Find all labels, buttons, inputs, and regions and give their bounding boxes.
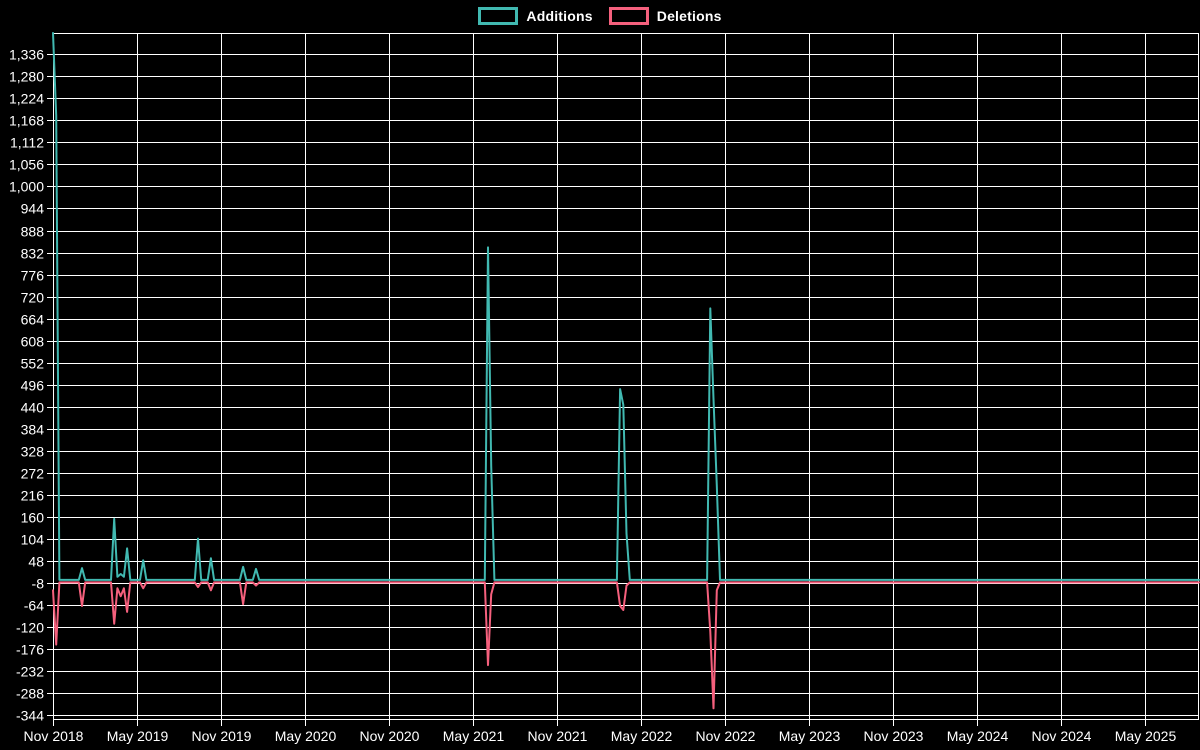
x-tick-label: Nov 2019 bbox=[192, 728, 252, 744]
y-tick-label: -64 bbox=[24, 598, 44, 614]
deletions-line bbox=[52, 581, 1200, 710]
legend-item-deletions[interactable]: Deletions bbox=[608, 7, 722, 25]
y-tick-label: 776 bbox=[21, 268, 45, 284]
x-tick-label: May 2023 bbox=[779, 728, 841, 744]
y-tick-label: 608 bbox=[21, 334, 45, 350]
y-tick-label: 1,280 bbox=[9, 69, 44, 85]
y-tick-label: -344 bbox=[16, 708, 44, 724]
y-tick-label: 272 bbox=[21, 466, 45, 482]
deletions-swatch-icon bbox=[608, 7, 649, 25]
y-tick-label: 832 bbox=[21, 246, 45, 262]
y-tick-label: -120 bbox=[16, 620, 44, 636]
y-tick-label: 328 bbox=[21, 444, 45, 460]
y-tick-label: 888 bbox=[21, 224, 45, 240]
plot-border bbox=[53, 33, 1199, 720]
x-tick-label: May 2025 bbox=[1115, 728, 1177, 744]
x-tick-label: May 2022 bbox=[611, 728, 673, 744]
x-tick-label: Nov 2024 bbox=[1032, 728, 1092, 744]
y-tick-label: 1,000 bbox=[9, 179, 44, 195]
y-tick-label: 48 bbox=[28, 554, 44, 570]
chart-legend: Additions Deletions bbox=[0, 7, 1200, 25]
x-tick-label: Nov 2023 bbox=[864, 728, 924, 744]
y-tick-label: 216 bbox=[21, 488, 45, 504]
x-tick-label: Nov 2020 bbox=[360, 728, 420, 744]
legend-label-deletions: Deletions bbox=[656, 8, 722, 24]
y-tick-label: 664 bbox=[21, 312, 45, 328]
x-tick-label: May 2021 bbox=[443, 728, 505, 744]
x-tick-label: Nov 2022 bbox=[696, 728, 756, 744]
y-tick-label: 1,168 bbox=[9, 113, 44, 129]
y-tick-label: 1,224 bbox=[9, 91, 44, 107]
y-tick-label: -232 bbox=[16, 664, 44, 680]
y-tick-label: 440 bbox=[21, 400, 45, 416]
x-tick-label: May 2024 bbox=[947, 728, 1009, 744]
y-tick-label: 1,056 bbox=[9, 157, 44, 173]
x-tick-label: May 2020 bbox=[275, 728, 337, 744]
y-tick-label: 104 bbox=[21, 532, 45, 548]
additions-swatch-icon bbox=[478, 7, 519, 25]
y-tick-label: -176 bbox=[16, 642, 44, 658]
x-tick-label: Nov 2021 bbox=[528, 728, 588, 744]
y-tick-label: 944 bbox=[21, 201, 45, 217]
legend-label-additions: Additions bbox=[526, 8, 593, 24]
y-tick-label: 384 bbox=[21, 422, 45, 438]
y-tick-label: 1,112 bbox=[10, 135, 44, 151]
x-tick-label: May 2019 bbox=[107, 728, 169, 744]
x-tick-label: Nov 2018 bbox=[24, 728, 84, 744]
y-tick-label: -8 bbox=[32, 576, 45, 592]
y-tick-label: 496 bbox=[21, 378, 45, 394]
y-tick-label: 1,336 bbox=[9, 47, 44, 63]
y-tick-label: -288 bbox=[16, 686, 44, 702]
y-tick-label: 160 bbox=[21, 510, 45, 526]
legend-item-additions[interactable]: Additions bbox=[478, 7, 593, 25]
additions-line bbox=[52, 32, 1200, 581]
y-tick-label: 552 bbox=[21, 356, 45, 372]
y-tick-label: 720 bbox=[21, 290, 45, 306]
